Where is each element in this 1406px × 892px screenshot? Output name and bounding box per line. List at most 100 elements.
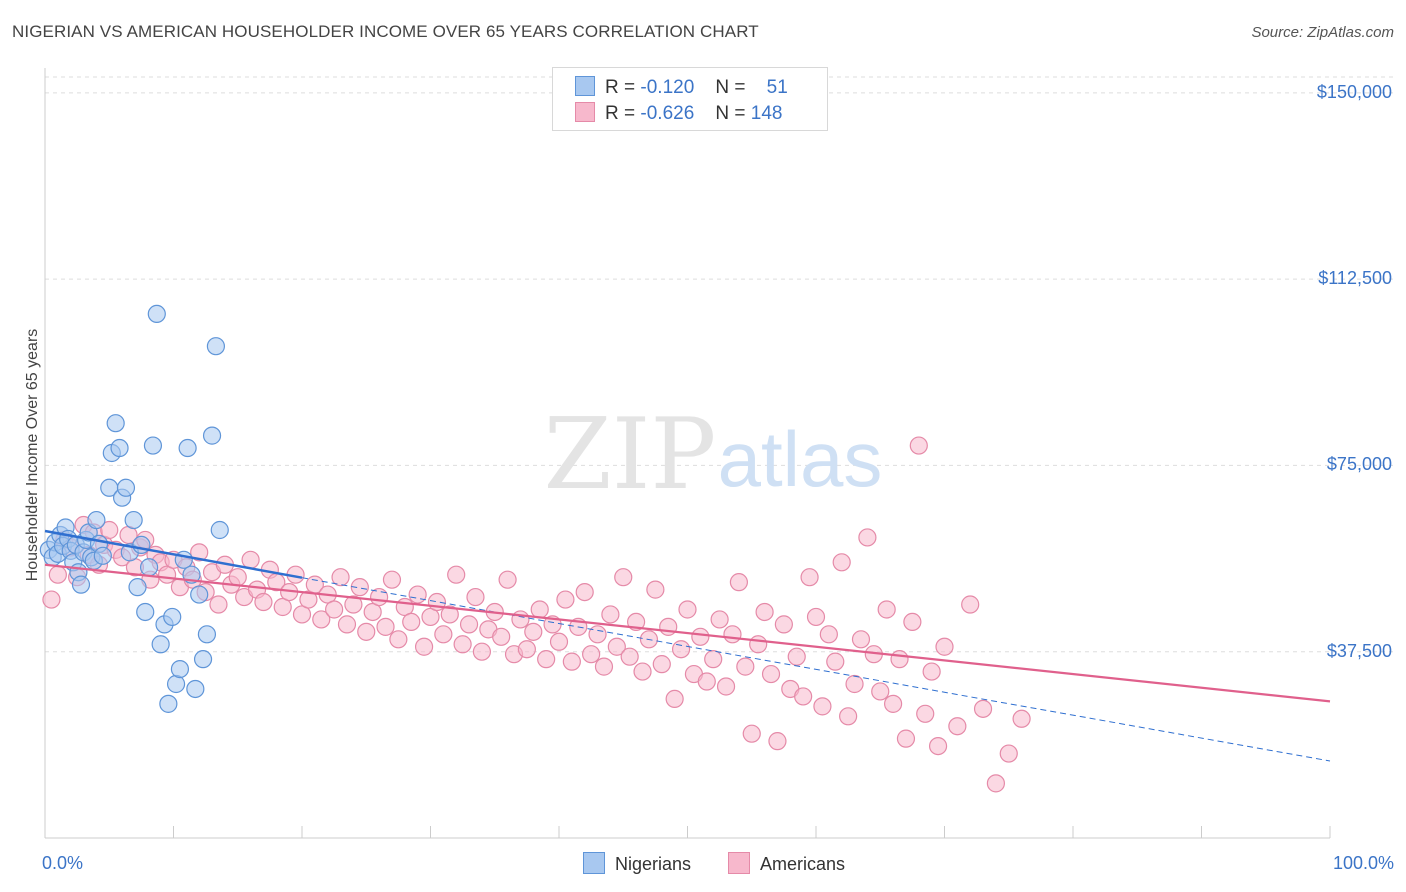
nigerians-point [124,510,143,530]
americans-point [935,637,954,656]
americans-point [851,630,871,649]
americans-point [607,637,626,656]
americans-point [190,543,209,562]
n-value-nigerians: 51 [766,77,788,98]
americans-point [665,689,684,709]
n-label: N = [715,103,746,124]
americans-point [883,694,903,713]
americans-point [241,550,260,569]
americans-point [42,590,61,609]
nigerians-point [159,694,178,713]
legend-item-americans[interactable]: Americans [728,852,845,875]
americans-point [736,657,755,676]
y-tick-label: $75,000 [1326,454,1392,475]
r-value-nigerians: -0.120 [640,77,695,98]
americans-point [389,630,408,649]
americans-point [826,652,845,671]
americans-point [916,704,935,723]
americans-point [402,612,421,632]
americans-point [633,662,652,681]
r-label: R = [605,103,636,124]
americans-point [209,595,228,614]
nigerians-point [193,650,213,669]
americans-trend-line [44,563,1331,703]
americans-point [903,612,922,632]
americans-point [845,674,864,694]
americans-point [511,610,530,629]
americans-point [723,625,742,644]
watermark-zip: ZIP [544,398,717,512]
americans-point [890,650,909,669]
nigerians-points [39,304,229,713]
americans-point [839,707,858,726]
americans-point [794,687,813,706]
r-value-americans: -0.626 [640,103,695,124]
americans-point [761,664,781,684]
x-tick-label-min: 0.0% [42,853,84,873]
nigerians-point [116,478,136,497]
legend-item-nigerians[interactable]: Nigerians [583,852,691,875]
y-tick-label: $150,000 [1316,81,1392,102]
nigerians-point [163,607,182,627]
americans-point [948,717,967,736]
americans-point [562,652,581,671]
nigerians-point [202,426,222,445]
americans-point [614,568,633,587]
nigerians-point [136,602,155,622]
americans-point [594,657,614,676]
americans-point [370,587,389,607]
americans-point [556,590,575,609]
americans-point [537,650,556,669]
n-label: N = [715,77,746,98]
americans-point [999,744,1018,763]
americans-point [228,568,247,587]
nigerians-point [110,438,129,458]
y-tick-label: $37,500 [1326,640,1392,661]
nigerians-point [93,546,112,565]
americans-point [961,595,980,614]
americans-points [42,436,1031,793]
americans-point [588,625,607,644]
americans-point [813,697,832,716]
americans-point [312,610,331,629]
americans-point [858,528,877,547]
americans-point [1012,709,1031,728]
nigerians-point [174,550,193,569]
americans-point [774,615,793,634]
y-tick-label: $112,500 [1318,268,1392,289]
nigerians-point [143,436,163,455]
americans-point [376,617,395,636]
n-value-americans: 148 [750,103,783,124]
americans-swatch [575,102,595,122]
nigerians-point [170,659,190,679]
americans-point [434,625,453,644]
nigerians-swatch [575,76,595,96]
americans-point [549,632,569,651]
americans-point [620,647,639,666]
stats-box: R = -0.120 N = 51 R = -0.626 N = 148 [552,67,828,131]
r-label: R = [605,77,636,98]
legend-label-nigerians: Nigerians [615,854,692,874]
americans-point [986,774,1006,793]
americans-point [832,553,851,572]
americans-point [524,622,543,641]
americans-point [254,592,273,612]
americans-point [871,682,890,701]
nigerians-point [147,304,166,324]
americans-point [459,615,479,634]
americans-point [582,645,601,664]
americans-point [492,627,511,646]
nigerians-trend-line [44,529,303,579]
legend-swatch-americans [728,852,750,874]
americans-point [697,672,716,691]
nigerians-point [87,510,106,530]
nigerians-point [106,414,125,433]
americans-point [652,655,671,674]
americans-point [466,587,485,607]
americans-point [350,578,369,597]
nigerians-point [166,674,186,694]
americans-point [755,602,774,622]
americans-point [922,662,941,681]
americans-point [498,570,517,589]
